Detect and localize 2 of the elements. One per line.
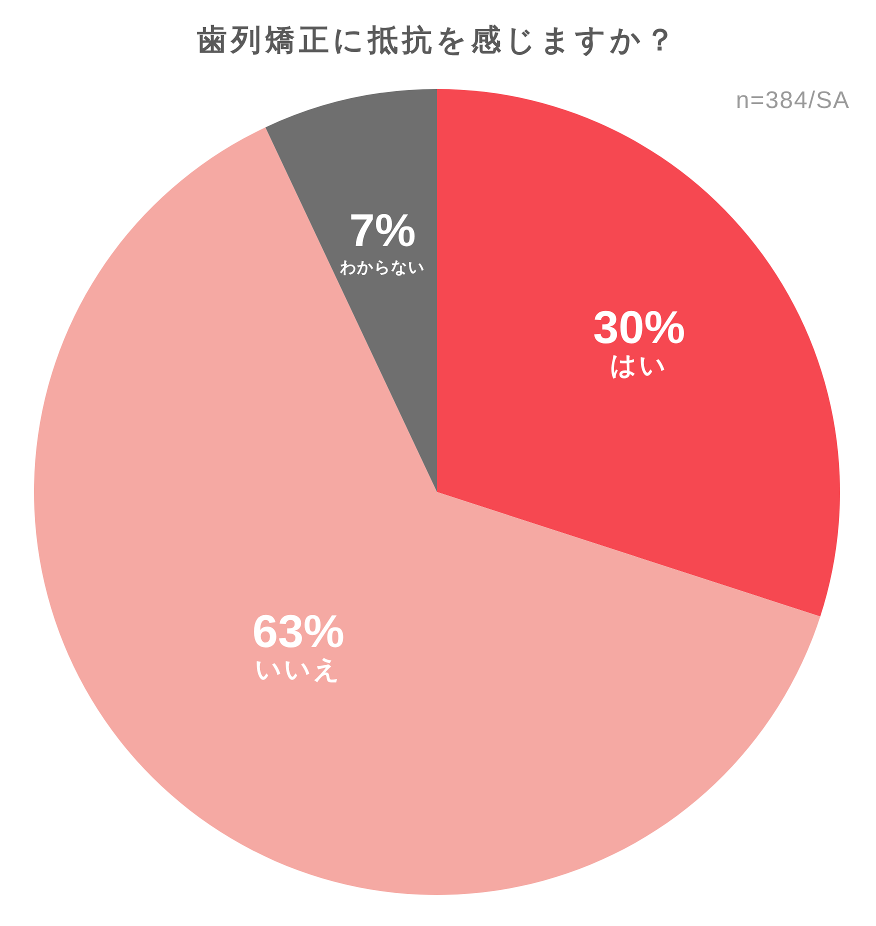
annotation: n=384/SA [736, 87, 850, 114]
title: 歯列矯正に抵抗を感じますか？ [197, 24, 679, 57]
